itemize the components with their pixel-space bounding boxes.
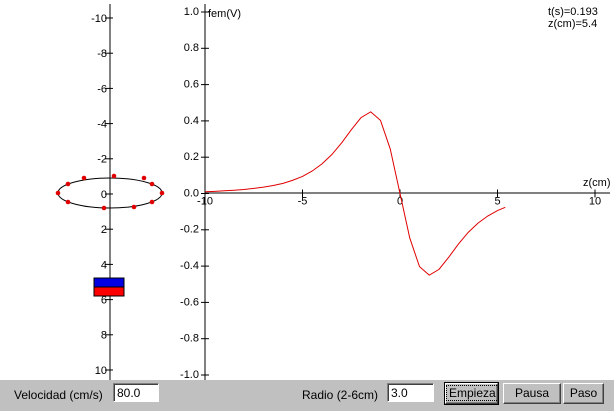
charge xyxy=(131,204,137,210)
ring-charges xyxy=(55,173,165,211)
x-tick-label: -10 xyxy=(197,195,213,207)
scale-tick-label: 2 xyxy=(101,224,107,236)
y-tick-label: 0.2 xyxy=(184,151,199,163)
y-tick-label: -1.0 xyxy=(180,369,199,380)
charge xyxy=(159,190,165,196)
scale-tick-label: 4 xyxy=(101,259,107,271)
charge xyxy=(111,173,117,179)
scale-tick-label: -8 xyxy=(97,48,107,60)
fem-curve xyxy=(204,111,506,276)
start-button[interactable]: Empieza xyxy=(444,382,499,405)
x-tick-label: 5 xyxy=(494,195,500,207)
velocity-input[interactable]: 80.0 xyxy=(113,383,159,402)
y-tick-label: -0.6 xyxy=(180,296,199,308)
control-bar: Velocidad (cm/s) 80.0 Radio (2-6cm) 3.0 … xyxy=(0,380,614,411)
scale-tick-label: -10 xyxy=(91,13,107,25)
magnet-north xyxy=(93,277,125,288)
simulation-canvas: fem(V) z(cm) t(s)=0.193 z(cm)=5.4 -10 -8 -… xyxy=(55,4,611,381)
scale-tick-label: 10 xyxy=(95,365,107,377)
charge xyxy=(149,199,155,205)
x-tick-label: 10 xyxy=(589,195,601,207)
charge xyxy=(81,175,87,181)
charge xyxy=(65,181,71,187)
scale-tick-label: 0 xyxy=(101,189,107,201)
y-tick-label: 0.6 xyxy=(184,79,199,91)
charge xyxy=(101,205,107,211)
charge xyxy=(55,190,61,196)
velocity-label: Velocidad (cm/s) xyxy=(14,388,103,402)
charge xyxy=(149,181,155,187)
y-tick-label: 0.4 xyxy=(184,115,199,127)
scale-tick-label: -4 xyxy=(97,119,107,131)
radius-input[interactable]: 3.0 xyxy=(387,383,434,402)
position-panel xyxy=(55,4,165,380)
radius-label: Radio (2-6cm) xyxy=(302,388,379,402)
scale-tick-label: 6 xyxy=(101,295,107,307)
y-tick-label: 0.8 xyxy=(184,42,199,54)
y-tick-label: -0.4 xyxy=(180,260,199,272)
x-tick-label: 0 xyxy=(397,195,403,207)
scale-tick-label: 8 xyxy=(101,330,107,342)
x-axis-label: z(cm) xyxy=(583,177,611,189)
y-axis-label: fem(V) xyxy=(208,8,241,20)
y-tick-label: 1.0 xyxy=(184,6,199,18)
pause-button[interactable]: Pausa xyxy=(503,383,561,404)
time-readout: t(s)=0.193 xyxy=(548,6,598,18)
scale-tick-label: -2 xyxy=(97,154,107,166)
charge xyxy=(141,175,147,181)
y-tick-label: 0.0 xyxy=(184,187,199,199)
y-tick-label: -0.2 xyxy=(180,224,199,236)
magnet-south xyxy=(93,286,125,297)
position-readout: z(cm)=5.4 xyxy=(548,18,597,30)
scale-tick-label: -6 xyxy=(97,83,107,95)
x-tick-label: -5 xyxy=(298,195,308,207)
y-tick-label: -0.8 xyxy=(180,333,199,345)
start-button-text: Empieza xyxy=(446,385,499,401)
charge xyxy=(65,199,71,205)
step-button[interactable]: Paso xyxy=(563,383,604,404)
